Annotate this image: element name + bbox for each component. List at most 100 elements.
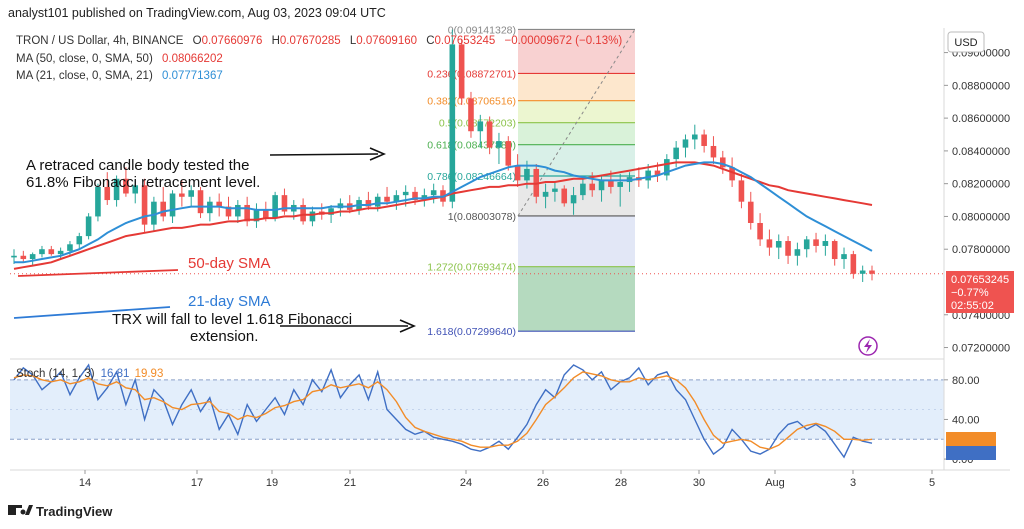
price-tick: 0.08400000 <box>944 146 1010 158</box>
candle <box>542 183 549 209</box>
candle <box>300 198 306 225</box>
candle <box>458 39 465 106</box>
stoch-pane[interactable]: Stoch (14, 1, 3) 16.81 19.93 <box>10 363 944 459</box>
svg-text:MA (50, close, 0, SMA, 50): MA (50, close, 0, SMA, 50) 0.08066202 <box>16 53 223 65</box>
candle <box>831 239 838 266</box>
candle <box>76 232 83 250</box>
chart-legend: TRON / US Dollar, 4h, BINANCE O0.0766097… <box>16 35 622 82</box>
svg-text:5: 5 <box>929 477 935 489</box>
candle <box>803 236 810 258</box>
candle <box>141 178 148 233</box>
chart-annotations: A retraced candle body tested the 61.8% … <box>13 147 417 345</box>
time-tick: 3 <box>850 470 856 489</box>
price-pane[interactable]: 0(0.09141328)0.236(0.08872701)0.382(0.08… <box>10 24 944 359</box>
svg-text:0.08600000: 0.08600000 <box>952 113 1010 125</box>
fib-zone <box>518 29 635 74</box>
time-axis[interactable]: 14 17 19 21 24 26 28 30 Aug 3 5 <box>79 470 935 489</box>
stoch-band-fill <box>10 379 944 440</box>
candle <box>160 186 167 222</box>
stoch-d-value: 19.93 <box>135 368 164 380</box>
fib-level-label: 0.5(0.08572203) <box>439 118 516 130</box>
candle <box>393 190 400 210</box>
price-tick: 0.07200000 <box>944 343 1010 355</box>
candle <box>813 232 819 253</box>
price-tick: 0.08600000 <box>944 113 1010 125</box>
time-tick: 30 <box>693 470 705 489</box>
svg-text:24: 24 <box>460 477 472 489</box>
stoch-lines: Stoch (14, 1, 3) 16.81 19.93 <box>13 363 873 459</box>
svg-text:80.00: 80.00 <box>952 375 980 387</box>
retrace-note-line1: A retraced candle body tested the <box>26 157 249 174</box>
time-tick: 19 <box>266 470 278 489</box>
time-tick: 24 <box>460 470 472 489</box>
candle <box>253 203 260 228</box>
svg-text:28: 28 <box>615 477 627 489</box>
candle <box>281 188 288 215</box>
candle <box>617 173 623 207</box>
candle <box>20 250 27 263</box>
candle <box>430 183 437 204</box>
fib-zone <box>518 122 635 145</box>
candle <box>486 116 493 155</box>
candle <box>384 186 390 205</box>
time-tick: Aug <box>765 470 785 489</box>
candle <box>85 213 92 240</box>
candle <box>468 91 474 138</box>
stoch-tick: 80.00 <box>944 375 980 387</box>
currency-button[interactable]: USD <box>947 31 985 53</box>
last-price-badge: 0.07653245 −0.77% 02:55:02 <box>946 271 1014 313</box>
candle <box>496 132 502 165</box>
time-tick: 14 <box>79 470 91 489</box>
stoch-d-line <box>13 371 873 450</box>
candle <box>169 190 176 223</box>
candle <box>272 191 278 222</box>
fib-level-label: 0.236(0.08872701) <box>427 68 516 80</box>
candle <box>766 229 773 256</box>
stoch-tick: 40.00 <box>944 414 980 426</box>
fib-zone <box>518 100 635 123</box>
candle <box>505 136 512 171</box>
candle <box>39 245 45 258</box>
svg-text:MA (21, close, 0, SMA, 21): MA (21, close, 0, SMA, 21) 0.07771367 <box>16 70 223 82</box>
candle <box>859 265 866 282</box>
svg-text:19: 19 <box>266 477 278 489</box>
candle <box>514 154 521 187</box>
candle <box>113 175 120 207</box>
trx-note-line1: TRX will fall to level 1.618 Fibonacci <box>112 311 352 328</box>
sma50-label: 50-day SMA <box>188 255 271 272</box>
price-tick: 0.07800000 <box>944 244 1010 256</box>
stoch-value-badges <box>946 432 996 460</box>
retrace-arrowhead <box>369 147 387 161</box>
tradingview-footer[interactable]: TradingView <box>8 504 113 519</box>
candle <box>235 200 241 223</box>
candle <box>561 185 568 207</box>
candle <box>309 206 316 227</box>
svg-text:17: 17 <box>191 477 203 489</box>
candle <box>841 247 847 269</box>
sma21-hand-line <box>13 306 171 319</box>
time-tick: 28 <box>615 470 627 489</box>
low-value: 0.07609160 <box>356 35 417 47</box>
fib-level-label: 0.618(0.08437889) <box>427 140 516 152</box>
fib-zone <box>518 73 635 101</box>
sma50-hand-line <box>17 269 179 277</box>
fib-level-label: 1.272(0.07693474) <box>427 262 516 274</box>
time-tick: 5 <box>929 470 935 489</box>
candle <box>794 242 801 266</box>
published-by-text: analyst101 published on TradingView.com,… <box>8 6 386 20</box>
svg-text:TRON / US Dollar, 4h, BINANCE: TRON / US Dollar, 4h, BINANCE O0.0766097… <box>16 35 622 47</box>
candle <box>692 124 698 150</box>
svg-text:0.08000000: 0.08000000 <box>952 211 1010 223</box>
bar-countdown: 02:55:02 <box>951 300 994 312</box>
lightning-icon[interactable] <box>858 336 878 356</box>
tradingview-logo-icon <box>8 505 33 515</box>
candle <box>123 167 129 197</box>
ma21-value: 0.07771367 <box>162 70 223 82</box>
open-value: 0.07660976 <box>202 35 263 47</box>
time-tick: 17 <box>191 470 203 489</box>
svg-text:40.00: 40.00 <box>952 414 980 426</box>
candle <box>104 172 111 205</box>
svg-text:26: 26 <box>537 477 549 489</box>
ma21-line <box>14 161 873 264</box>
